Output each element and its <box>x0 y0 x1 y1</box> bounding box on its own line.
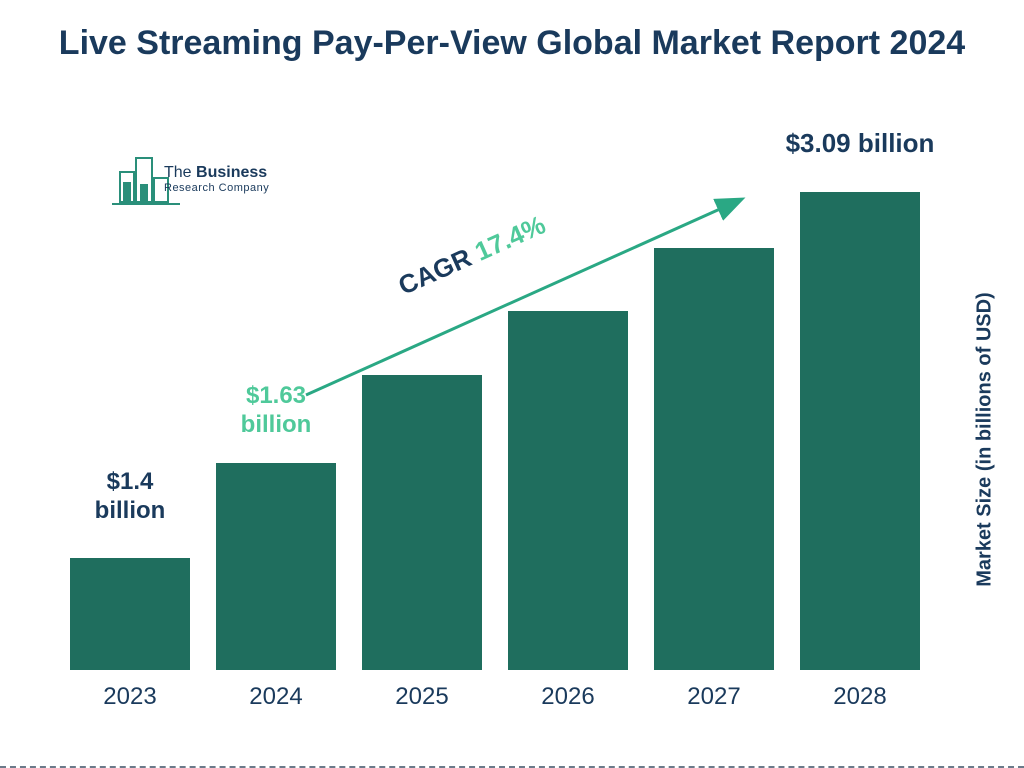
bar-2025 <box>362 375 482 670</box>
xlabel-2027: 2027 <box>654 683 774 711</box>
bar-2027 <box>654 248 774 670</box>
xlabel-2024: 2024 <box>216 683 336 711</box>
xlabel-2026: 2026 <box>508 683 628 711</box>
bar-2024 <box>216 463 336 670</box>
xlabel-2028: 2028 <box>800 683 920 711</box>
data-label-2028: $3.09 billion <box>770 128 950 159</box>
chart-container: Live Streaming Pay-Per-View Global Marke… <box>0 0 1024 768</box>
xlabel-2023: 2023 <box>70 683 190 711</box>
bar-2028 <box>800 192 920 670</box>
data-label-2024: $1.63billion <box>216 382 336 440</box>
xlabel-2025: 2025 <box>362 683 482 711</box>
y-axis-label: Market Size (in billions of USD) <box>974 290 997 590</box>
data-label-2023: $1.4billion <box>70 468 190 526</box>
bar-2026 <box>508 311 628 670</box>
bar-2023 <box>70 558 190 670</box>
